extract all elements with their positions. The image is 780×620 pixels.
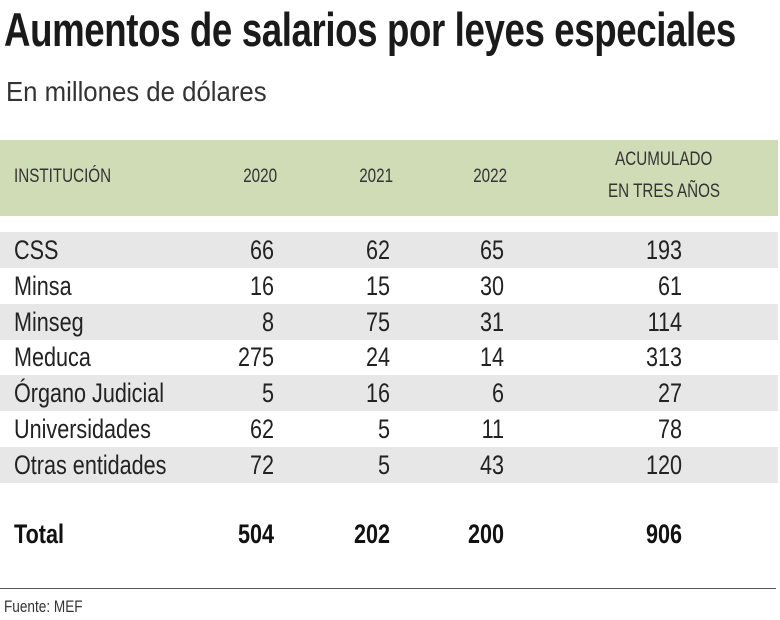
header-2021: 2021	[359, 166, 393, 187]
cell-v2021: 5	[377, 414, 390, 444]
cell-institution: Minseg	[14, 306, 84, 337]
table-row: Meduca 275 24 14 313	[0, 339, 778, 375]
cell-v2022: 200	[467, 519, 504, 549]
total-row: Total 504 202 200 906	[0, 516, 778, 552]
cell-v2021: 202	[353, 519, 390, 549]
row-stripe	[0, 303, 778, 340]
cell-total: 906	[645, 519, 682, 549]
table-row: Minseg 8 75 31 114	[0, 304, 778, 340]
header-institution: INSTITUCIÓN	[14, 166, 112, 187]
row-stripe	[0, 232, 778, 268]
cell-total: 120	[645, 449, 682, 480]
header-cumulative-1: ACUMULADO	[615, 149, 713, 170]
table-row: Universidades 62 5 11 78	[0, 411, 778, 447]
cell-institution: Otras entidades	[14, 449, 167, 480]
table-row: CSS 66 62 65 193	[0, 232, 778, 268]
cell-v2021: 5	[377, 449, 390, 480]
row-stripe	[0, 446, 778, 483]
cell-total: 61	[657, 270, 682, 301]
source-note: Fuente: MEF	[4, 597, 83, 616]
header-2022: 2022	[473, 166, 507, 187]
cell-v2022: 31	[479, 306, 504, 337]
cell-v2021: 16	[365, 378, 390, 409]
cell-institution: CSS	[14, 235, 59, 265]
cell-v2022: 6	[491, 378, 504, 409]
table-row: Otras entidades 72 5 43 120	[0, 447, 778, 483]
cell-v2021: 75	[365, 306, 390, 337]
cell-total: 27	[657, 378, 682, 409]
cell-institution: Órgano Judicial	[14, 378, 165, 409]
header-2020: 2020	[243, 166, 277, 187]
cell-v2022: 14	[479, 342, 504, 373]
cell-v2020: 66	[249, 235, 274, 265]
cell-v2020: 5	[261, 378, 274, 409]
row-stripe	[0, 375, 778, 412]
cell-v2021: 24	[365, 342, 390, 373]
cell-v2020: 62	[249, 414, 274, 444]
cell-v2022: 11	[481, 414, 504, 444]
cell-v2022: 65	[479, 235, 504, 265]
table-header: INSTITUCIÓN 2020 2021 2022 ACUMULADO EN …	[0, 140, 778, 216]
header-cumulative-2: EN TRES AÑOS	[607, 181, 721, 202]
subtitle: En millones de dólares	[6, 76, 267, 107]
cell-total: 193	[645, 235, 682, 265]
cell-institution: Meduca	[14, 342, 91, 373]
divider	[0, 588, 776, 589]
cell-total: 114	[647, 306, 682, 337]
cell-institution: Universidades	[14, 414, 151, 444]
cell-institution: Total	[14, 519, 64, 549]
cell-total: 313	[645, 342, 682, 373]
cell-v2020: 72	[249, 449, 274, 480]
cell-institution: Minsa	[14, 270, 72, 301]
cell-v2022: 43	[479, 449, 504, 480]
cell-v2020: 8	[261, 306, 274, 337]
cell-v2020: 16	[249, 270, 274, 301]
cell-v2020: 275	[237, 342, 274, 373]
cell-v2022: 30	[479, 270, 504, 301]
page-title: Aumentos de salarios por leyes especiale…	[4, 3, 736, 56]
cell-v2021: 62	[365, 235, 390, 265]
cell-v2020: 504	[237, 519, 274, 549]
cell-v2021: 15	[365, 270, 390, 301]
table-row: Órgano Judicial 5 16 6 27	[0, 375, 778, 411]
table-row: Minsa 16 15 30 61	[0, 268, 778, 304]
cell-total: 78	[657, 414, 682, 444]
